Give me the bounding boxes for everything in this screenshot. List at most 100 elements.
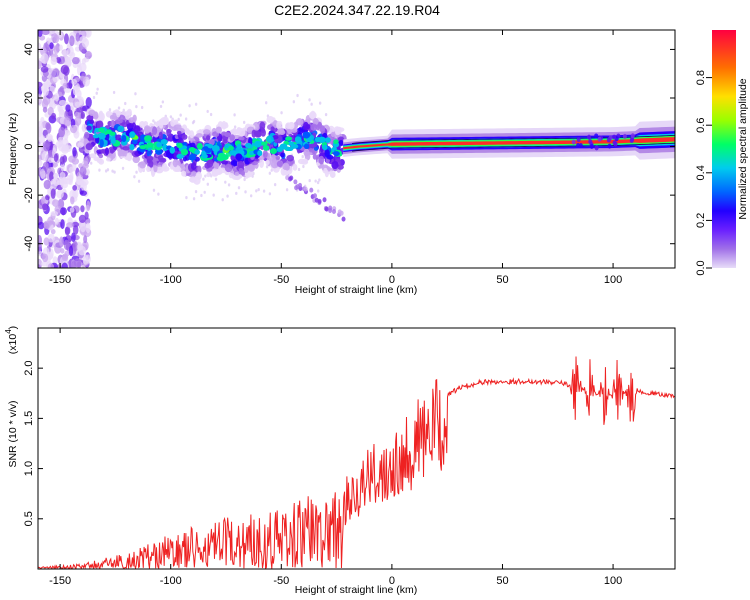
heatmap-cell [309,187,314,193]
heatmap-cell [53,44,60,54]
heatmap-cell [277,128,282,135]
snr-scale-label: (x104) [4,326,19,354]
heatmap-cell [302,131,311,139]
x-tick-label: 50 [496,575,508,587]
heatmap-cell [110,137,116,144]
heatmap-cell [62,138,69,148]
heatmap-cell [132,114,137,123]
heatmap-cell [98,127,105,133]
heatmap-cell [339,210,344,216]
heatmap-cell [194,149,200,155]
heatmap-cell [135,105,138,109]
heatmap-cell [43,85,49,96]
spectrogram-y-label: Frequency (Hz) [7,113,19,185]
x-tick-label: -100 [160,575,182,587]
heatmap-cell [38,264,41,268]
heatmap-cell [224,132,231,138]
heatmap-cell [276,160,283,168]
heatmap-cell [176,142,183,149]
heatmap-cell [270,126,275,131]
snr-scale-prefix: (x10 [7,334,19,355]
heatmap-cell [243,177,246,182]
heatmap-cell [204,174,207,178]
heatmap-cell [249,194,253,198]
heatmap-cell [85,51,93,59]
heatmap-cell [115,119,123,124]
heatmap-cell [42,203,48,211]
heatmap-cell [92,111,99,120]
heatmap-cell [62,49,68,57]
heatmap-cell [38,134,46,144]
heatmap-cell [181,134,188,140]
heatmap-cell [233,125,237,129]
heatmap-cell [75,32,80,42]
heatmap-cell [285,188,289,192]
heatmap-cell [71,157,80,165]
heatmap-cell [292,100,296,104]
heatmap-cell [257,150,263,157]
heatmap-cell [322,144,328,151]
heatmap-cell [126,152,133,162]
heatmap-cell [126,122,134,129]
heatmap-cell [229,134,236,141]
heatmap-cell [122,108,125,112]
heatmap-cell [206,109,209,114]
heatmap-cell [92,95,96,100]
heatmap-cell [106,168,110,172]
heatmap-cell [124,101,127,106]
heatmap-cell [72,147,77,157]
heatmap-cell [89,153,97,159]
heatmap-cell [85,30,90,38]
heatmap-cell [206,182,210,186]
x-tick-label: -100 [160,274,182,286]
heatmap-cell [45,133,53,141]
heatmap-cell [98,168,101,172]
heatmap-cell [333,139,339,145]
heatmap-cell [302,158,308,164]
x-tick-label: 100 [604,274,622,286]
heatmap-cell [83,235,88,244]
heatmap-cell [594,145,599,151]
heatmap-cell [341,216,346,222]
heatmap-cell [80,205,85,213]
heatmap-cell [54,217,60,225]
heatmap-cell [289,175,294,181]
heatmap-cell [226,194,229,198]
heatmap-cell [209,138,215,146]
heatmap-cell [576,137,581,143]
heatmap-cell [180,148,189,156]
heatmap-cell [177,117,180,121]
heatmap-cell [191,121,195,125]
heatmap-cell [589,144,594,150]
heatmap-cell [209,112,213,117]
heatmap-cell [96,158,103,164]
heatmap-cell [41,30,50,36]
heatmap-cell [62,155,68,163]
heatmap-cell [259,121,266,131]
heatmap-cell [244,190,247,194]
heatmap-cell [99,138,104,148]
heatmap-cell [58,99,67,107]
heatmap-cell [97,133,106,138]
colorbar: 0.0 0.2 0.4 0.6 0.8 Normalized spectral ampl… [695,30,749,276]
heatmap-cell [268,171,272,175]
heatmap-cell [52,256,58,265]
heatmap-cell [169,115,173,119]
heatmap-cell [294,185,299,191]
heatmap-cell [76,107,84,113]
heatmap-cell [629,138,634,144]
heatmap-cell [206,135,211,141]
heatmap-cell [47,233,55,243]
heatmap-cell [302,164,305,169]
heatmap-cell [40,116,45,123]
heatmap-cell [59,108,65,116]
heatmap-cell [64,56,73,62]
heatmap-cell [71,78,78,85]
heatmap-cell [245,142,252,149]
heatmap-cell [159,117,168,125]
heatmap-cell [233,113,236,117]
heatmap-cell [159,104,163,109]
heatmap-cell [303,148,310,157]
heatmap-cell [153,165,158,173]
